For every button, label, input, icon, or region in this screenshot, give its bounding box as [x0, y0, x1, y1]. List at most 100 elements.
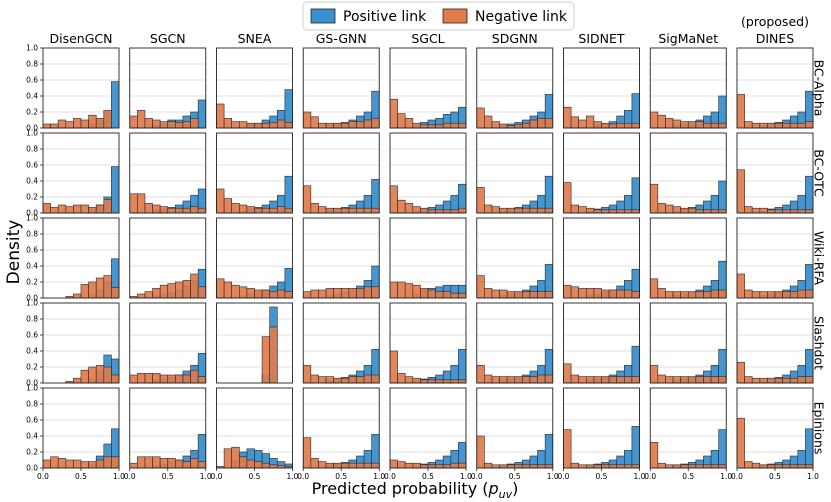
- negative-bar: [159, 458, 169, 469]
- x-tick-label: 0.5: [335, 472, 347, 481]
- negative-bar: [435, 209, 444, 214]
- panel-frame: [42, 217, 120, 299]
- negative-bar: [484, 288, 493, 299]
- negative-bar: [348, 288, 357, 299]
- negative-bar: [159, 374, 169, 384]
- histogram-panel: [476, 302, 554, 384]
- panel-frame: [476, 217, 554, 299]
- panel-frame: [216, 302, 293, 384]
- negative-bar: [744, 206, 753, 214]
- negative-bar: [111, 374, 120, 384]
- panel-frame: [129, 302, 207, 384]
- negative-bar: [695, 121, 704, 129]
- negative-bar: [458, 207, 467, 214]
- y-tick-label: 0.2: [26, 278, 38, 287]
- panel-frame: [302, 47, 380, 129]
- legend: Positive link Negative link: [302, 1, 575, 31]
- negative-bar: [182, 207, 191, 214]
- dataset-label: Slashdot: [812, 316, 827, 370]
- negative-bar: [703, 464, 712, 469]
- negative-bar: [254, 207, 263, 214]
- negative-bar: [736, 273, 745, 299]
- negative-bar: [514, 207, 523, 214]
- histogram-panel: [129, 47, 207, 129]
- negative-bar: [578, 119, 587, 129]
- positive-bar: [631, 426, 640, 469]
- y-tick-label: 0.2: [26, 363, 38, 372]
- negative-bar: [665, 464, 674, 469]
- y-tick-label: 0.8: [26, 60, 38, 69]
- negative-bar: [522, 291, 531, 299]
- negative-bar: [318, 461, 327, 469]
- x-tick-label: 1.0: [807, 472, 819, 481]
- negative-bar: [665, 291, 674, 299]
- panel-frame: [389, 302, 467, 384]
- negative-bar: [499, 376, 508, 384]
- negative-bar: [608, 209, 617, 214]
- method-titles: DisenGCN SGCN SNEA GS-GNN SGCL SDGNN SIDNET Sig…: [50, 14, 809, 46]
- legend-positive-swatch: [310, 8, 336, 24]
- negative-bar: [665, 204, 674, 214]
- negative-bar: [88, 114, 97, 129]
- negative-bar: [544, 207, 554, 214]
- x-tick-label: 0.5: [75, 472, 87, 481]
- negative-bar: [797, 464, 806, 469]
- y-tick-label: 0.0: [26, 464, 38, 473]
- negative-bar: [563, 429, 572, 469]
- negative-bar: [284, 207, 293, 214]
- negative-bar: [371, 207, 380, 214]
- histogram-panel: [389, 47, 467, 129]
- negative-bar: [797, 122, 806, 129]
- negative-bar: [537, 118, 546, 129]
- negative-bar: [710, 376, 719, 384]
- positive-bar: [111, 81, 120, 129]
- negative-bar: [175, 459, 184, 469]
- negative-bar: [356, 462, 365, 469]
- negative-bar: [197, 461, 207, 469]
- negative-bar: [80, 461, 89, 469]
- negative-bar: [129, 115, 138, 129]
- histogram-panel: 0.0 0.2 0.4 0.6 0.8 1.0 0.0 0.5 1.0: [26, 384, 125, 481]
- negative-bar: [484, 115, 493, 129]
- histogram-panel: 0.0 0.5 1.0: [297, 387, 385, 481]
- positive-bar: [718, 180, 727, 214]
- x-axis-title-symbol: p: [488, 479, 499, 498]
- y-tick-label: 0.2: [26, 448, 38, 457]
- negative-bar: [782, 377, 791, 384]
- negative-bar: [103, 456, 112, 469]
- panel-frame: [129, 132, 207, 214]
- negative-bar: [623, 122, 633, 129]
- negative-bar: [703, 122, 712, 129]
- y-tick-label: 1.0: [26, 384, 38, 393]
- y-tick-label: 0.4: [26, 347, 38, 356]
- negative-bar: [491, 121, 500, 129]
- panel-frame: [216, 47, 293, 129]
- negative-bar: [442, 291, 452, 299]
- panel-frame: [389, 47, 467, 129]
- histogram-panel: [216, 302, 293, 384]
- negative-bar: [544, 374, 554, 384]
- negative-bar: [514, 291, 523, 299]
- negative-bar: [276, 206, 286, 214]
- negative-bar: [522, 122, 531, 129]
- method-title-line1: (proposed): [741, 14, 809, 29]
- negative-bar: [789, 377, 799, 384]
- y-tick-label: 0.2: [26, 193, 38, 202]
- negative-bar: [623, 209, 633, 214]
- histogram-panel: [563, 217, 640, 299]
- negative-bar: [484, 204, 493, 214]
- negative-bar: [276, 289, 286, 299]
- negative-bar: [412, 122, 421, 129]
- negative-bar: [88, 281, 97, 299]
- panel-frame: [129, 47, 207, 129]
- panel-frame: [389, 217, 467, 299]
- negative-bar: [73, 118, 82, 129]
- negative-bar: [144, 118, 153, 129]
- negative-bar: [404, 118, 414, 129]
- negative-bar: [137, 293, 146, 299]
- positive-bar: [631, 93, 640, 129]
- negative-bar: [759, 291, 768, 299]
- negative-bar: [672, 464, 681, 469]
- negative-bar: [363, 286, 372, 299]
- histogram-panel: [476, 47, 554, 129]
